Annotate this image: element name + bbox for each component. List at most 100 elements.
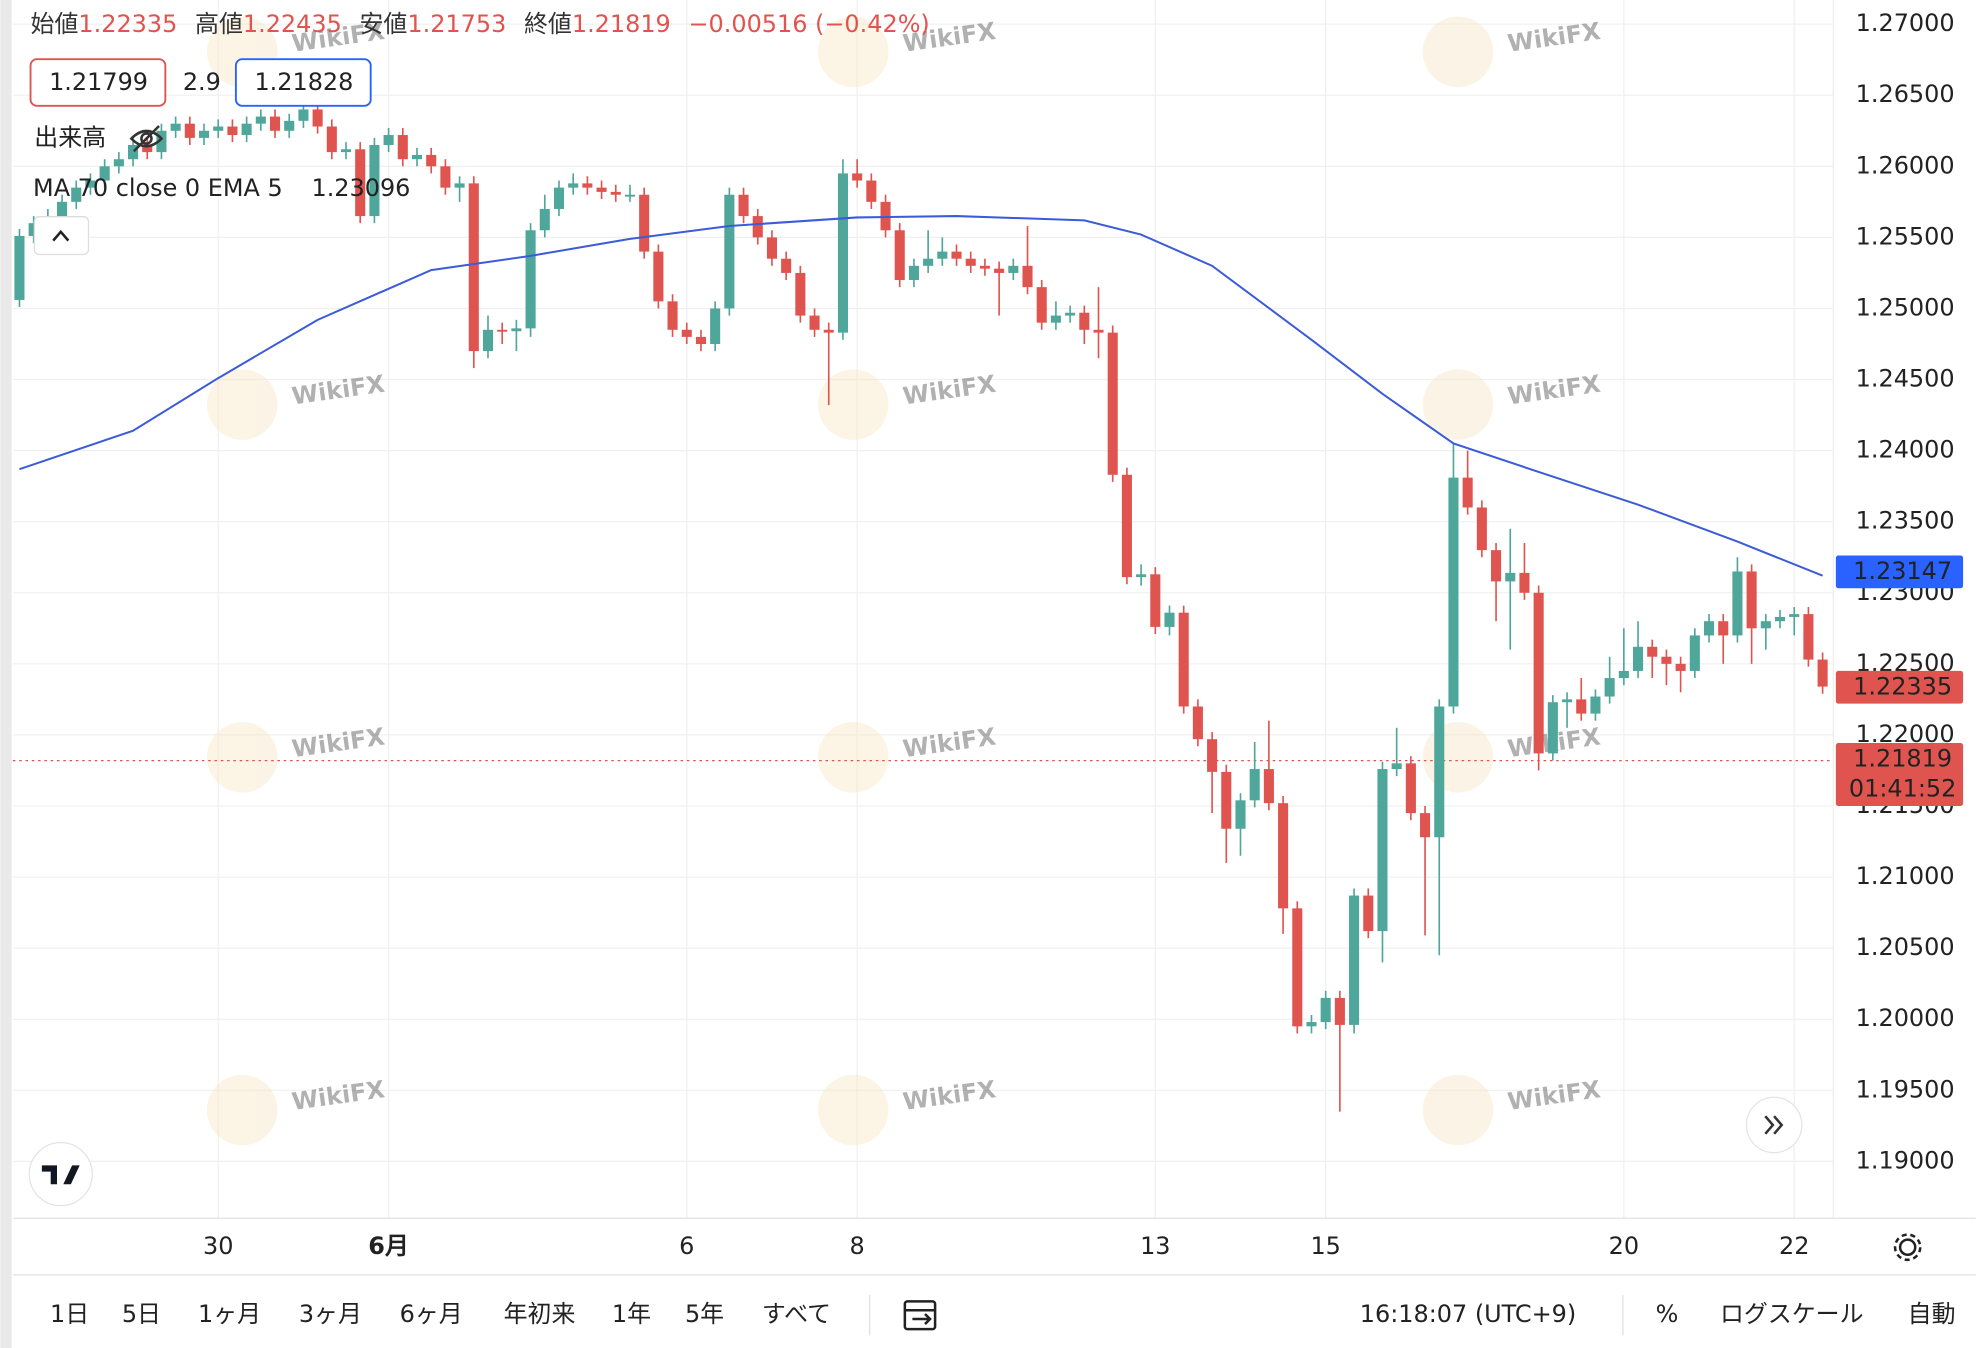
header-label: 終値 [524,10,572,38]
candle-body [1420,813,1431,838]
range-button[interactable]: 1ヶ月 [198,1300,261,1328]
auto-toggle[interactable]: 自動 [1908,1300,1956,1328]
axes: 1.190001.195001.200001.205001.210001.215… [203,9,1964,1260]
candle-body [1320,997,1331,1023]
candle-body [468,183,479,352]
candle-body [1093,329,1104,333]
percent-toggle[interactable]: % [1656,1300,1679,1328]
candle-body [411,154,423,160]
watermark-logo [817,722,889,793]
candle-body [1576,699,1587,714]
x-tick-label: 22 [1779,1232,1809,1260]
candle-body [866,180,877,202]
candle-body [156,130,167,153]
candle-body [128,144,139,160]
y-tick-label: 1.24500 [1856,365,1955,393]
candle-body [724,194,735,309]
candle-body [1363,895,1374,932]
header-label: 高値 [195,10,243,38]
range-button[interactable]: すべて [762,1300,831,1328]
watermark-logo [1422,16,1494,88]
header-label: 安値 [360,10,408,38]
hide-icon[interactable] [129,125,164,153]
buy-button[interactable] [234,58,372,107]
x-tick-label: 15 [1310,1232,1340,1260]
double-chevron [1764,1115,1784,1135]
x-tick-label: 8 [850,1232,865,1260]
candle-body [1718,621,1729,636]
candle-body [1562,699,1573,703]
ask-price[interactable]: 1.21828 [254,68,353,96]
candle-body [681,329,692,337]
candle-body [1703,621,1715,636]
candle-body [837,173,848,333]
candle-body [269,116,281,131]
candle-body [1221,771,1232,829]
settings-icon[interactable] [1893,1233,1922,1262]
price-label: 1.21819 [1853,744,1952,772]
range-button[interactable]: 3ヶ月 [299,1300,362,1328]
tv-logo[interactable] [28,1142,93,1207]
y-tick-label: 1.24000 [1856,436,1955,464]
candle-body [1292,908,1303,1027]
candle-body [1732,571,1743,636]
candle-body [639,194,650,252]
price-label-box [1835,555,1964,589]
candle-body [809,315,820,330]
candle-body [198,130,210,138]
candle-body [823,329,834,333]
price-label: 1.23147 [1853,557,1952,585]
range-button[interactable]: 1年 [612,1300,651,1328]
x-tick-label: 6 [679,1232,694,1260]
y-tick-label: 1.21000 [1856,862,1955,890]
y-tick-label: 1.25000 [1856,293,1955,321]
bid-price[interactable]: 1.21799 [49,68,148,96]
range-button[interactable]: 6ヶ月 [400,1300,463,1328]
sell-button[interactable] [29,58,167,107]
candle-body [213,126,224,131]
candle-body [397,135,408,160]
log-scale-toggle[interactable]: ログスケール [1720,1300,1864,1328]
ohlc-header: 始値1.22335 高値1.22435 安値1.21753 終値1.21819 … [31,10,930,38]
header-change: −0.00516 (−0.42%) [688,10,929,38]
candle-body [1789,614,1800,617]
collapse-button[interactable] [33,216,90,256]
candle-body [1192,706,1203,740]
candle-body [1334,997,1345,1025]
y-tick-label: 1.19500 [1856,1075,1955,1103]
watermark-logo [1422,1074,1494,1146]
candle-body [1207,739,1218,772]
candle-body [1774,616,1786,622]
candle-body [1618,670,1629,679]
candle-body [1405,763,1416,814]
candle-body [1306,1022,1317,1027]
candle-body [695,336,707,345]
candle-body [1178,612,1189,707]
range-button[interactable]: 1日 [50,1300,89,1328]
candle-body [1547,702,1558,754]
price-label: 1.22335 [1853,672,1952,700]
x-tick-label: 20 [1609,1232,1639,1260]
candle-body [710,308,721,345]
y-tick-label: 1.27000 [1856,9,1955,37]
candle-body [1533,592,1544,754]
candle-body [923,258,934,266]
candle-body [497,329,508,332]
y-tick-label: 1.23500 [1856,507,1955,535]
watermark-logo [206,369,278,440]
range-button[interactable]: 5年 [685,1300,724,1328]
range-button[interactable]: 年初来 [504,1300,576,1328]
range-button[interactable]: 5日 [122,1300,161,1328]
candle-body [482,329,494,352]
watermark-logo [817,369,889,440]
candle-body [1632,646,1644,671]
date-range-icon[interactable] [903,1300,937,1331]
candle-body [781,258,792,273]
candle-body [908,265,919,281]
candle-body [1263,769,1274,804]
candle-body [1065,312,1076,316]
candle-body [582,183,593,188]
candle-body [14,235,25,300]
candle-body [894,230,905,281]
